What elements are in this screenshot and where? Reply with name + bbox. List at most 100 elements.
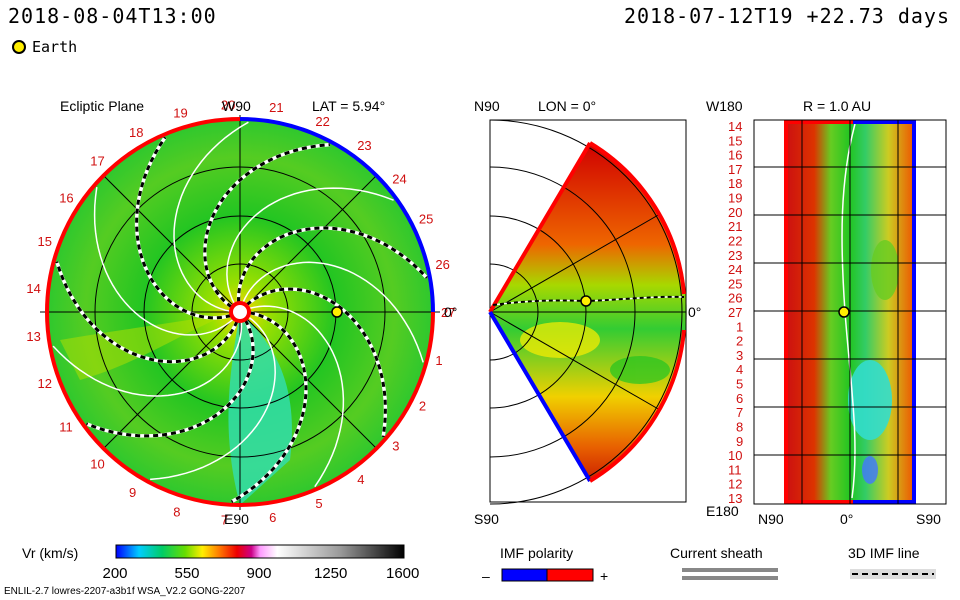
imf-spiral-line (249, 305, 345, 488)
radial-y-tick-label: 4 (736, 362, 743, 377)
meridional-lon-label: LON = 0° (538, 98, 596, 114)
carrington-tick-label: 24 (392, 171, 406, 186)
radial-y-tick-label: 3 (736, 348, 743, 363)
carrington-tick-label: 21 (269, 100, 283, 115)
radial-feature (871, 240, 899, 300)
imf-negative-swatch (501, 568, 548, 582)
radial-y-tick-label: 8 (736, 420, 743, 435)
carrington-tick-label: 17 (90, 154, 104, 169)
carrington-tick-label: 11 (59, 419, 72, 434)
imf-spiral-line (173, 121, 249, 312)
radial-boundary-negative (853, 120, 916, 504)
imf-spiral-line-3d (236, 226, 428, 303)
radial-y-tick-label: 13 (728, 491, 742, 506)
datetime-title: 2018-08-04T13:00 (8, 4, 217, 28)
radial-bottom-label: E180 (706, 503, 739, 519)
colorbar-tick-label: 1600 (386, 565, 419, 582)
radial-y-tick-label: 6 (736, 391, 743, 406)
imf-positive-swatch (546, 568, 594, 582)
carrington-tick-label: 6 (269, 510, 276, 525)
carrington-tick-label: 12 (38, 376, 52, 391)
radial-title: R = 1.0 AU (803, 98, 871, 114)
radial-y-tick-label: 26 (728, 291, 742, 306)
carrington-tick-label: 1 (435, 353, 442, 368)
carrington-tick-label: 15 (38, 234, 52, 249)
imf-spiral-line (150, 316, 276, 481)
imf-spiral-line (52, 321, 243, 397)
ecliptic-title: Ecliptic Plane (60, 98, 144, 114)
radial-y-tick-label: 1 (736, 319, 743, 334)
current-sheath-legend: Current sheath (670, 545, 778, 580)
radial-x-label-south: S90 (916, 511, 941, 527)
imf-spiral-line (242, 261, 424, 363)
current-sheath-title: Current sheath (670, 545, 763, 561)
ecliptic-top-label: W90 (222, 98, 251, 114)
radial-y-tick-label: 23 (728, 248, 742, 263)
colorbar-tick-label: 900 (247, 565, 272, 582)
carrington-tick-label: 27 (441, 305, 455, 320)
imf-boundary-negative (239, 117, 435, 313)
fast-wind-core (862, 456, 878, 484)
carrington-tick-label: 16 (59, 191, 73, 206)
radial-y-tick-label: 12 (728, 477, 742, 492)
radial-y-tick-label: 11 (728, 462, 742, 477)
meridional-bottom-label: S90 (474, 511, 499, 527)
carrington-tick-label: 13 (26, 329, 40, 344)
meridional-feature (610, 356, 670, 384)
carrington-tick-label: 3 (392, 439, 399, 454)
imf-boundary-positive (45, 117, 435, 507)
radial-top-label: W180 (706, 98, 743, 114)
carrington-tick-label: 7 (221, 513, 228, 528)
imf-spiral-line-3d (230, 311, 308, 504)
earth-legend-label: Earth (32, 38, 78, 56)
imf-polarity-title: IMF polarity (500, 545, 573, 561)
sheath-swatch-top (682, 568, 778, 572)
colorbar-gradient (115, 544, 405, 559)
carrington-tick-label: 20 (221, 97, 235, 112)
colorbar-ticks: 200 550 900 1250 1600 (103, 565, 420, 582)
colorbar-tick-label: 1250 (314, 565, 347, 582)
carrington-tick-label: 25 (419, 212, 433, 227)
sun-marker (229, 301, 251, 323)
3d-imf-title: 3D IMF line (848, 545, 920, 561)
carrington-tick-label: 9 (129, 485, 136, 500)
radial-y-tick-label: 19 (728, 191, 742, 206)
earth-marker-icon (12, 40, 26, 54)
meridional-feature (520, 322, 600, 358)
radial-y-tick-label: 10 (728, 448, 742, 463)
radial-x-label-north: N90 (758, 511, 784, 527)
carrington-tick-label: 2 (419, 398, 426, 413)
earth-marker-meridional (580, 295, 592, 307)
ecliptic-right-label: 0° (444, 304, 457, 320)
radial-y-tick-label: 21 (728, 219, 742, 234)
earth-marker-ecliptic (331, 306, 343, 318)
meridional-boundary-positive-lower (588, 329, 686, 483)
imf-minus-label: – (482, 568, 490, 584)
radial-y-tick-label: 27 (728, 305, 742, 320)
carrington-tick-label: 4 (357, 472, 364, 487)
radial-grid (753, 119, 947, 505)
radial-y-tick-label: 20 (728, 205, 742, 220)
radial-y-ticks: 1415161718192021222324252627123456789101… (728, 119, 743, 506)
colorbar-label: Vr (km/s) (22, 545, 78, 561)
radial-y-tick-label: 24 (728, 262, 742, 277)
meridional-boundary-negative (488, 310, 592, 483)
carrington-tick-label: 26 (435, 257, 449, 272)
carrington-tick-label: 18 (129, 125, 143, 140)
carrington-tick-label: 14 (26, 281, 40, 296)
carrington-tick-label: 5 (315, 496, 322, 511)
radial-y-tick-label: 15 (728, 133, 742, 148)
imf-polarity-legend: IMF polarity – + (482, 545, 608, 584)
radial-y-tick-label: 9 (736, 434, 743, 449)
radial-y-tick-label: 22 (728, 234, 742, 249)
radial-x-label-equator: 0° (840, 511, 853, 527)
imf-spiral-line (93, 187, 234, 336)
fast-wind-region (848, 360, 892, 440)
meridional-right-label: 0° (688, 304, 701, 320)
colorbar-tick-label: 200 (103, 565, 128, 582)
imf-plus-label: + (600, 568, 608, 584)
carrington-tick-label: 22 (315, 114, 329, 129)
radial-y-tick-label: 7 (736, 405, 743, 420)
